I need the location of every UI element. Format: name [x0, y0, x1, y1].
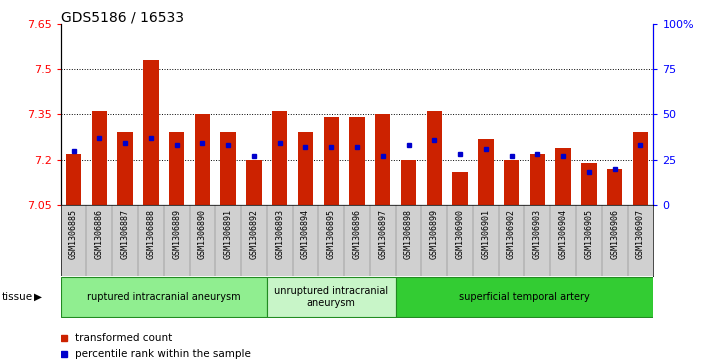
Bar: [169, 132, 184, 205]
Text: unruptured intracranial
aneurysm: unruptured intracranial aneurysm: [274, 286, 388, 307]
Bar: [66, 154, 81, 205]
Bar: [396, 277, 653, 317]
Bar: [117, 132, 133, 205]
Text: ruptured intracranial aneurysm: ruptured intracranial aneurysm: [87, 292, 241, 302]
Bar: [426, 111, 442, 205]
Text: GSM1306894: GSM1306894: [301, 209, 310, 258]
Bar: [453, 172, 468, 205]
Text: ▶: ▶: [34, 292, 42, 302]
Bar: [375, 114, 391, 205]
Bar: [607, 169, 623, 205]
Text: GSM1306889: GSM1306889: [172, 209, 181, 258]
Text: GSM1306903: GSM1306903: [533, 209, 542, 258]
Text: GSM1306885: GSM1306885: [69, 209, 78, 258]
Bar: [478, 139, 493, 205]
Text: transformed count: transformed count: [75, 333, 172, 343]
Bar: [143, 60, 159, 205]
Text: tissue: tissue: [1, 292, 33, 302]
Bar: [267, 277, 396, 317]
Bar: [555, 148, 571, 205]
Text: GSM1306907: GSM1306907: [636, 209, 645, 258]
Text: GSM1306901: GSM1306901: [481, 209, 491, 258]
Bar: [581, 163, 597, 205]
Bar: [633, 132, 648, 205]
Bar: [298, 132, 313, 205]
Text: GSM1306896: GSM1306896: [353, 209, 361, 258]
Bar: [195, 114, 210, 205]
Bar: [272, 111, 288, 205]
Text: GDS5186 / 16533: GDS5186 / 16533: [61, 11, 183, 25]
Text: GSM1306891: GSM1306891: [223, 209, 233, 258]
Text: GSM1306888: GSM1306888: [146, 209, 156, 258]
Bar: [323, 117, 339, 205]
Text: percentile rank within the sample: percentile rank within the sample: [75, 348, 251, 359]
Bar: [349, 117, 365, 205]
Text: superficial temporal artery: superficial temporal artery: [459, 292, 590, 302]
Bar: [246, 160, 261, 205]
Text: GSM1306895: GSM1306895: [327, 209, 336, 258]
Text: GSM1306897: GSM1306897: [378, 209, 387, 258]
Bar: [91, 111, 107, 205]
Bar: [221, 132, 236, 205]
Text: GSM1306900: GSM1306900: [456, 209, 465, 258]
Text: GSM1306893: GSM1306893: [275, 209, 284, 258]
Text: GSM1306902: GSM1306902: [507, 209, 516, 258]
Text: GSM1306905: GSM1306905: [584, 209, 593, 258]
Text: GSM1306892: GSM1306892: [249, 209, 258, 258]
Text: GSM1306886: GSM1306886: [95, 209, 104, 258]
Text: GSM1306898: GSM1306898: [404, 209, 413, 258]
Bar: [504, 160, 519, 205]
Text: GSM1306890: GSM1306890: [198, 209, 207, 258]
Bar: [401, 160, 416, 205]
Bar: [530, 154, 545, 205]
Text: GSM1306906: GSM1306906: [610, 209, 619, 258]
Text: GSM1306887: GSM1306887: [121, 209, 130, 258]
Bar: [61, 277, 267, 317]
Text: GSM1306899: GSM1306899: [430, 209, 439, 258]
Text: GSM1306904: GSM1306904: [558, 209, 568, 258]
